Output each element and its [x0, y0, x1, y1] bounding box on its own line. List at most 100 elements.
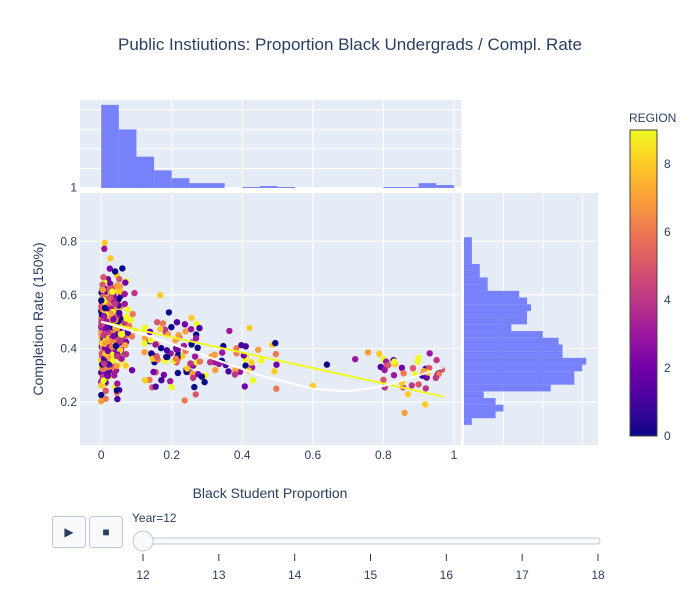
y-histogram-bar	[464, 237, 472, 244]
scatter-point	[188, 314, 195, 321]
y-histogram-bar	[464, 264, 480, 271]
scatter-point	[404, 391, 412, 398]
x-histogram-bar	[154, 170, 172, 188]
scatter-point	[173, 346, 180, 353]
right-histogram	[464, 237, 587, 425]
x-tick-label: 0.6	[304, 448, 321, 462]
scatter-point	[272, 339, 279, 347]
colorbar-tick-label: 2	[664, 361, 671, 375]
scatter-point	[101, 312, 108, 320]
y-histogram-bar	[464, 384, 551, 392]
scatter-point	[432, 374, 439, 382]
scatter-point	[122, 279, 129, 286]
scatter-point	[107, 255, 114, 262]
colorbar-ticks: 0 2 4 6 8	[664, 157, 671, 443]
scatter-point	[154, 319, 161, 326]
scatter-point	[104, 347, 112, 355]
x-histogram-bar	[136, 156, 155, 188]
scatter-point	[99, 286, 107, 294]
scatter-point	[174, 369, 182, 377]
scatter-point	[391, 358, 398, 365]
scatter-point	[426, 350, 433, 357]
y-histogram-bar	[464, 357, 587, 365]
stop-button[interactable]: ■	[89, 516, 123, 548]
scatter-point	[160, 371, 168, 379]
scatter-point	[211, 351, 218, 358]
top-histogram	[101, 104, 454, 188]
slider-tick-label: 16	[440, 568, 454, 582]
x-histogram-bar	[383, 187, 402, 188]
scatter-point	[163, 347, 171, 354]
scatter-point	[100, 377, 107, 384]
x-histogram-bar	[277, 187, 296, 188]
scatter-point	[105, 361, 113, 368]
scatter-point	[201, 378, 208, 386]
y-histogram-bar	[464, 324, 512, 332]
scatter-point	[433, 356, 440, 364]
x-histogram-bar	[242, 187, 260, 188]
scatter-point	[164, 353, 171, 361]
scatter-point	[98, 391, 105, 399]
scatter-point	[257, 357, 265, 364]
scatter-point	[98, 397, 105, 405]
y-histogram-bar	[464, 371, 575, 378]
scatter-point	[400, 370, 407, 377]
scatter-point	[110, 316, 117, 323]
scatter-point	[111, 372, 118, 379]
scatter-point	[255, 346, 262, 353]
y-histogram-bar	[464, 364, 583, 372]
y-histogram-bar	[464, 344, 563, 352]
y-tick-label: 0.8	[60, 234, 77, 248]
scatter-point	[112, 342, 120, 349]
scatter-point	[246, 324, 253, 332]
scatter-point	[104, 338, 111, 345]
slider-tick-label: 18	[591, 568, 605, 582]
scatter-point	[122, 362, 129, 369]
scatter-point	[141, 340, 148, 347]
scatter-point	[116, 309, 123, 317]
scatter-point	[104, 372, 112, 380]
x-tick-label: 0.2	[163, 448, 180, 462]
lowess-trendline	[100, 320, 444, 393]
scatter-point	[238, 342, 245, 349]
scatter-point	[116, 276, 123, 283]
colorbar	[629, 129, 658, 437]
scatter-point	[182, 328, 189, 335]
y-tick-label: 0.2	[60, 395, 77, 409]
scatter-point	[187, 360, 194, 367]
x-histogram-bar	[118, 129, 137, 188]
scatter-point	[100, 360, 108, 367]
y-histogram-bar	[464, 391, 484, 399]
play-button[interactable]: ▶	[52, 516, 86, 548]
y-tick-label: 1	[70, 181, 77, 195]
scatter-point	[150, 368, 157, 376]
slider-tick-label: 12	[136, 568, 150, 582]
scatter-point	[115, 295, 122, 303]
main-plot-area	[80, 193, 461, 445]
scatter-point	[198, 373, 206, 380]
scatter-point	[272, 350, 280, 358]
scatter-point	[364, 349, 372, 356]
trendlines	[100, 320, 444, 398]
slider-tick-label: 14	[288, 568, 302, 582]
x-tick-label: 1	[451, 448, 458, 462]
scatter-point	[191, 383, 198, 391]
y-histogram-bar	[464, 290, 520, 298]
y-histogram-bar	[464, 250, 472, 258]
scatter-point	[159, 320, 167, 327]
scatter-point	[165, 309, 173, 316]
scatter-point	[114, 395, 121, 403]
scatter-point	[376, 350, 383, 357]
slider-handle[interactable]	[132, 530, 154, 552]
x-histogram-bar	[207, 183, 225, 188]
scatter-point	[123, 313, 130, 320]
scatter-point	[231, 371, 239, 378]
scatter-point	[153, 353, 161, 360]
x-histogram-bar	[401, 187, 419, 188]
scatter-point	[168, 383, 175, 391]
scatter-point	[233, 345, 240, 352]
y-histogram-bar	[464, 377, 575, 385]
slider-rail[interactable]	[138, 537, 601, 545]
scatter-point	[273, 385, 280, 392]
